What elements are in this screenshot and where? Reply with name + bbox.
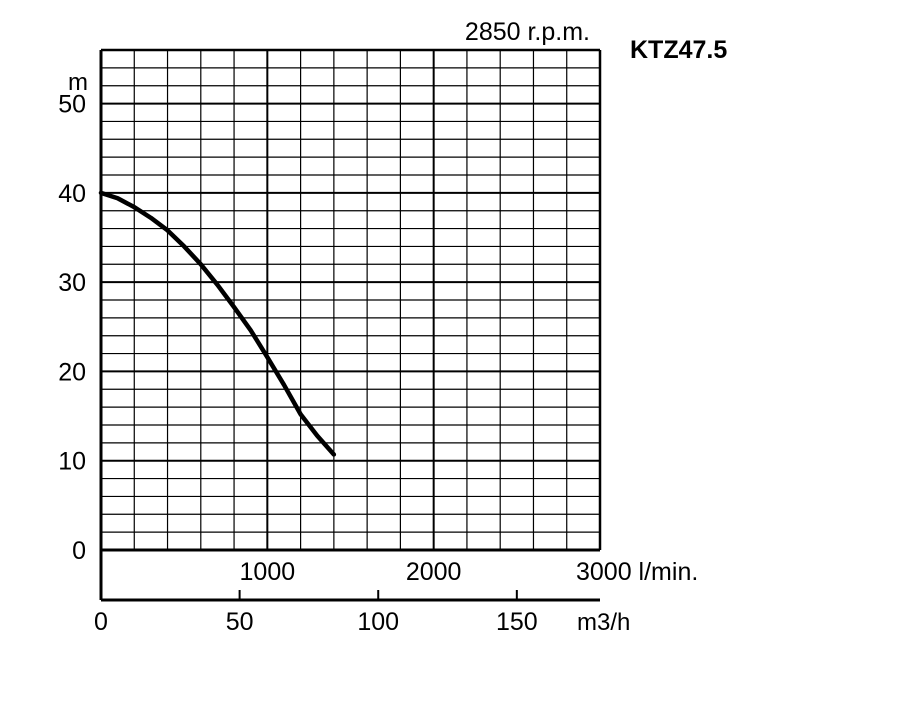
y-tick-label: 40	[58, 180, 86, 208]
y-tick-label: 50	[58, 91, 86, 119]
y-tick-label: 30	[58, 269, 86, 297]
y-tick-label: 0	[72, 537, 86, 565]
secondary-x-tick-label: 50	[226, 608, 254, 636]
performance-curve	[98, 190, 337, 457]
model-label: KTZ47.5	[630, 36, 727, 64]
y-axis-label: m	[68, 69, 88, 96]
plot-border	[99, 48, 602, 602]
x-tick-label: 2000	[406, 558, 462, 586]
major-gridlines	[101, 50, 600, 550]
secondary-x-tick-label: 150	[496, 608, 538, 636]
secondary-x-tick-label: 100	[357, 608, 399, 636]
y-tick-label: 10	[58, 448, 86, 476]
speed-label: 2850 r.p.m.	[465, 18, 590, 46]
x-secondary-axis-label: m3/h	[577, 609, 630, 636]
axis-labels: 0 10 20 30 40 50 1000 2000 3000 l/min. 0 50 100 150	[58, 91, 698, 636]
x-tick-label: 1000	[240, 558, 296, 586]
series-layer	[98, 190, 337, 457]
y-tick-label: 20	[58, 358, 86, 386]
minor-gridlines	[101, 50, 600, 550]
x-tick-label: 3000 l/min.	[576, 558, 698, 586]
secondary-x-tick-label: 0	[94, 608, 108, 636]
